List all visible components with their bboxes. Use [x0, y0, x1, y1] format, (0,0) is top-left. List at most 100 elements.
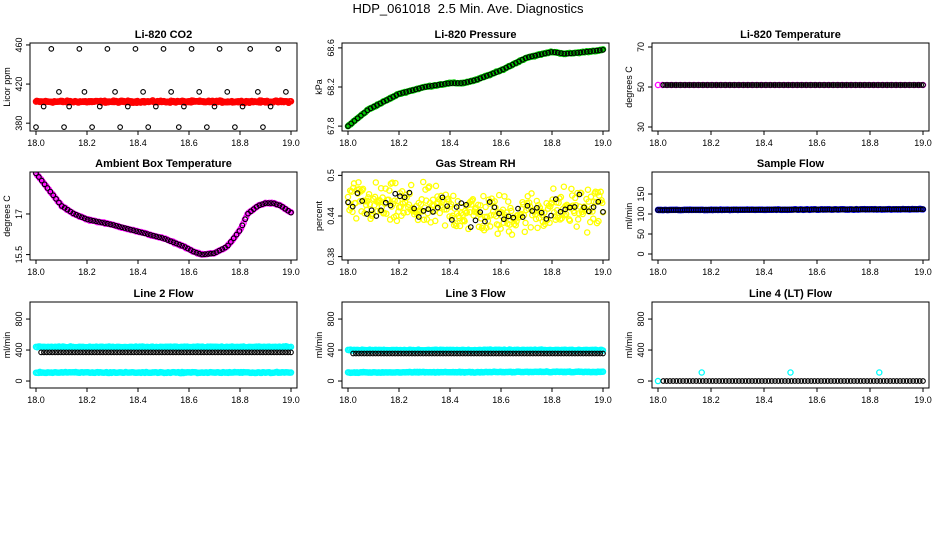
data-point — [745, 378, 752, 384]
data-point — [458, 200, 465, 206]
data-point — [187, 247, 194, 253]
data-point — [206, 349, 213, 356]
data-point — [389, 179, 396, 186]
data-point — [802, 82, 809, 88]
y-tick-label: 50 — [636, 82, 646, 92]
data-point — [436, 209, 444, 217]
data-point — [785, 82, 792, 88]
data-point — [740, 82, 747, 88]
data-point — [731, 82, 738, 88]
data-point — [383, 210, 390, 217]
data-point — [920, 378, 926, 384]
data-point — [572, 350, 578, 357]
data-point — [752, 378, 759, 384]
data-point — [688, 82, 695, 88]
data-point — [434, 204, 441, 211]
data-point — [794, 82, 801, 88]
data-point — [568, 185, 575, 193]
data-point — [480, 74, 487, 80]
data-point — [420, 350, 427, 357]
data-point — [732, 378, 739, 384]
data-point — [504, 350, 511, 357]
data-point — [690, 378, 696, 384]
data-point — [888, 82, 895, 88]
data-point — [557, 193, 565, 201]
data-point — [423, 350, 429, 357]
data-point — [136, 229, 142, 235]
data-point — [442, 350, 449, 357]
data-point — [429, 83, 435, 89]
data-point — [571, 50, 577, 56]
data-point — [705, 82, 711, 88]
data-point — [873, 82, 880, 88]
data-point — [597, 350, 604, 357]
panel-line2: Line 2 Flow ml/min 18.0 18.2 18.4 18.6 18.8 19.… — [2, 288, 300, 405]
data-point — [755, 82, 762, 88]
data-point — [71, 349, 78, 356]
data-point — [586, 218, 594, 226]
data-point — [373, 213, 380, 219]
data-point — [477, 75, 484, 82]
data-point — [355, 350, 362, 357]
data-point — [83, 349, 89, 356]
data-point — [886, 82, 893, 88]
data-point — [437, 350, 443, 357]
data-point — [108, 349, 115, 356]
data-point — [684, 82, 691, 88]
data-point — [461, 217, 468, 225]
data-point — [450, 192, 457, 200]
data-point — [920, 206, 926, 213]
data-point — [541, 209, 548, 217]
data-point — [775, 378, 782, 384]
data-point — [554, 49, 561, 56]
data-point — [400, 350, 407, 357]
data-point — [167, 349, 174, 356]
data-point — [224, 89, 231, 95]
data-point — [666, 82, 672, 88]
data-point — [751, 82, 758, 88]
data-point — [515, 350, 522, 357]
data-point — [669, 82, 676, 88]
data-point — [727, 82, 734, 88]
y-tick-label: 0.38 — [326, 248, 336, 266]
data-point — [844, 378, 851, 384]
data-point — [494, 230, 501, 237]
data-point — [225, 242, 231, 249]
data-point — [254, 349, 261, 356]
data-point — [916, 82, 923, 88]
data-point — [195, 349, 202, 356]
data-point — [279, 349, 286, 356]
y-axis-label: kPa — [314, 79, 324, 95]
y-axis-label: percent — [314, 200, 324, 231]
data-point — [392, 350, 399, 357]
data-point — [359, 198, 366, 204]
data-point — [813, 82, 820, 88]
data-point — [583, 229, 591, 236]
data-point — [483, 224, 490, 231]
data-point — [202, 251, 208, 258]
data-point — [487, 350, 494, 357]
data-point — [199, 251, 206, 258]
data-point — [882, 82, 889, 88]
data-point — [96, 103, 103, 110]
data-point — [667, 378, 673, 384]
data-point — [556, 195, 563, 202]
data-point — [70, 210, 77, 217]
data-point — [677, 82, 683, 88]
x-tick-label: 18.6 — [180, 267, 198, 277]
data-point — [428, 350, 435, 357]
data-point — [538, 350, 545, 357]
data-point — [85, 349, 92, 356]
data-point — [147, 349, 154, 356]
data-point — [736, 378, 742, 384]
data-point — [348, 188, 356, 195]
data-point — [808, 82, 814, 88]
data-point — [97, 349, 103, 356]
data-point — [475, 223, 483, 231]
data-point — [831, 378, 838, 384]
x-tick-label: 18.2 — [702, 138, 720, 148]
data-point — [546, 350, 553, 357]
data-point — [38, 177, 45, 184]
data-point — [874, 378, 880, 384]
data-point — [41, 181, 48, 188]
